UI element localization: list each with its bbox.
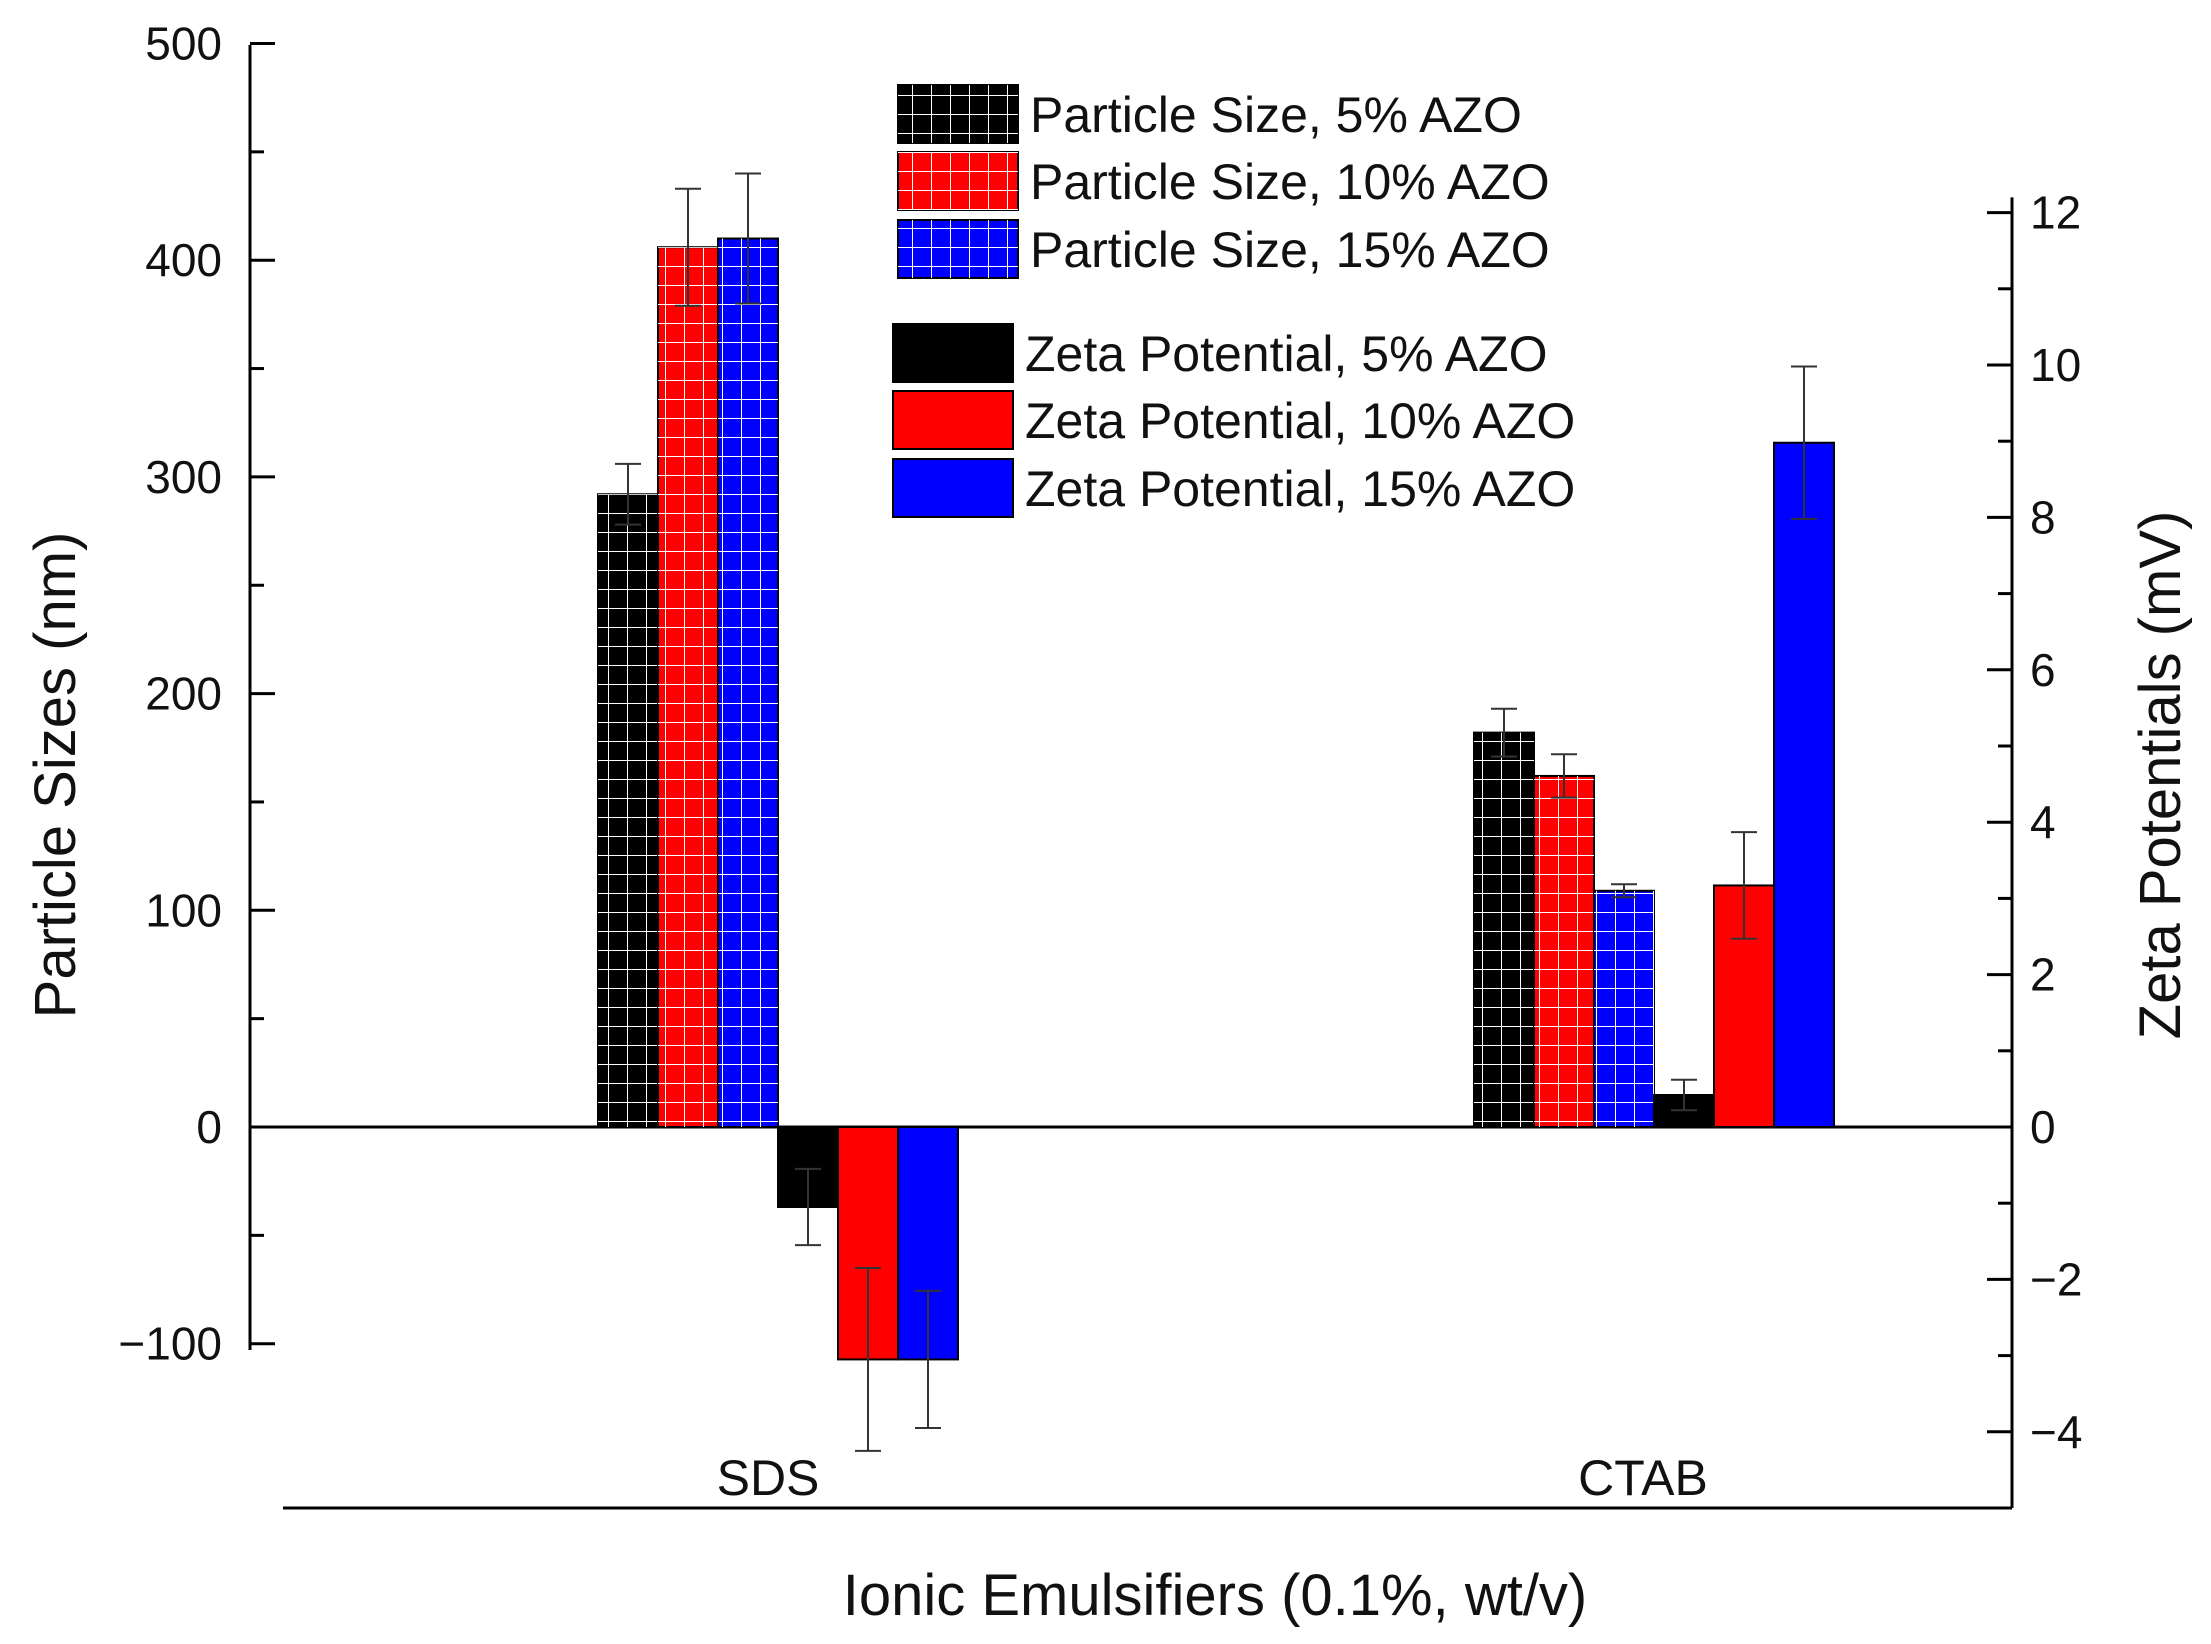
y-left-tick-label: −100 — [118, 1318, 222, 1370]
legend-label-1: Particle Size, 5% AZO — [1030, 87, 1522, 143]
x-axis-title: Ionic Emulsifiers (0.1%, wt/v) — [843, 1563, 1588, 1628]
y-right-tick-label: 8 — [2030, 491, 2056, 543]
y-right-tick-label: −2 — [2030, 1253, 2082, 1305]
y-right-tick-label: 4 — [2030, 796, 2056, 848]
legend-label-2: Particle Size, 10% AZO — [1030, 154, 1550, 210]
legend-label-5: Zeta Potential, 10% AZO — [1025, 393, 1575, 449]
bar-hatch — [598, 494, 658, 1128]
legend-label-6: Zeta Potential, 15% AZO — [1025, 461, 1575, 517]
legend-swatch-hatch — [898, 152, 1018, 210]
bar-hatch — [718, 238, 778, 1127]
bar-hatch — [1474, 732, 1534, 1127]
y-left-tick-label: 100 — [145, 884, 222, 936]
legend: Particle Size, 5% AZO Particle Size, 10% … — [892, 84, 1575, 518]
y-left-tick-label: 0 — [196, 1101, 222, 1153]
bar-hatch — [658, 247, 718, 1127]
legend-swatch-6 — [892, 458, 1014, 518]
legend-swatch-4 — [892, 323, 1014, 383]
y-left-tick-label: 400 — [145, 234, 222, 286]
x-category-label: SDS — [717, 1450, 820, 1506]
y-left-tick-label: 200 — [145, 668, 222, 720]
y-right-tick-label: 10 — [2030, 339, 2081, 391]
bar-6-ctab — [1773, 441, 1835, 1128]
legend-label-4: Zeta Potential, 5% AZO — [1025, 326, 1548, 382]
legend-swatch-5 — [892, 390, 1014, 450]
legend-swatch-hatch — [898, 85, 1018, 143]
y-right-tick-label: −4 — [2030, 1406, 2082, 1458]
y-right-tick-label: 2 — [2030, 949, 2056, 1001]
legend-label-3: Particle Size, 15% AZO — [1030, 222, 1550, 278]
y-right-tick-label: 0 — [2030, 1101, 2056, 1153]
bar-hatch — [1594, 890, 1654, 1127]
y-right-tick-label: 12 — [2030, 187, 2081, 239]
x-category-label: CTAB — [1578, 1450, 1708, 1506]
y-left-tick-label: 300 — [145, 451, 222, 503]
y-axis-left-title: Particle Sizes (nm) — [23, 532, 88, 1019]
y-axis-right-title: Zeta Potentials (mV) — [2128, 511, 2193, 1040]
legend-swatch-hatch — [898, 220, 1018, 278]
y-left-tick-label: 500 — [145, 18, 222, 70]
y-right-tick-label: 6 — [2030, 644, 2056, 696]
bar-hatch — [1534, 775, 1594, 1127]
plot-area: −100 0 100 200 300 400 500 −4 −2 0 2 4 6 8 10 12 SDS CTAB — [118, 18, 2082, 1510]
